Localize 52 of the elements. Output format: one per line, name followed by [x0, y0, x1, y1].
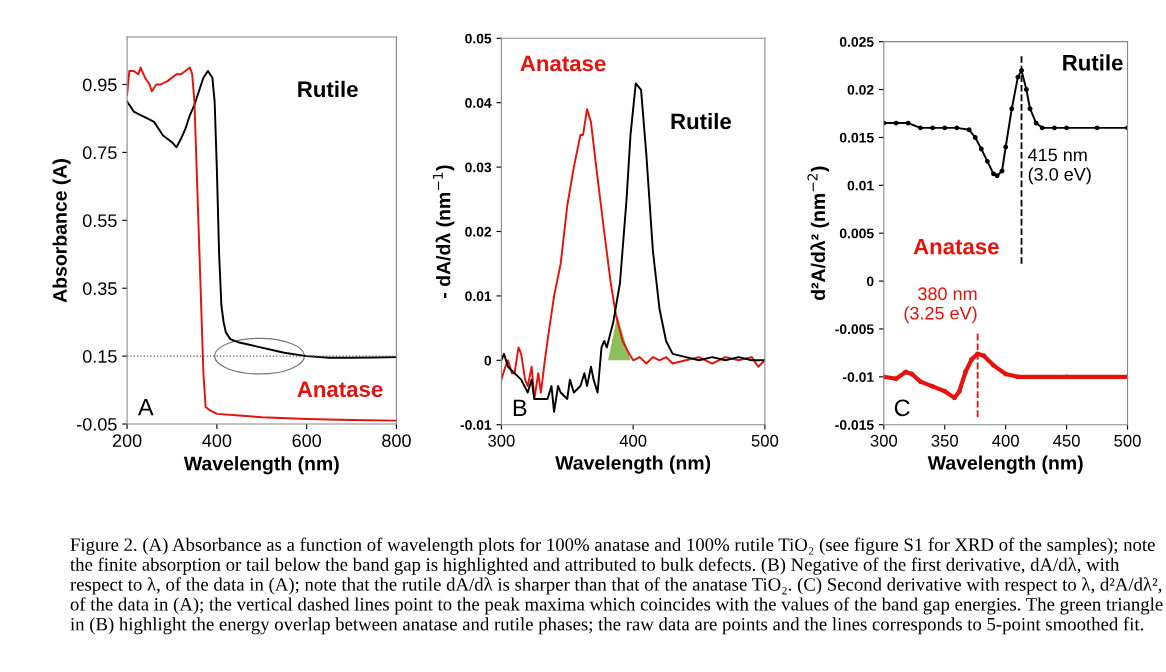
annotation: B — [513, 399, 527, 416]
x-axis-title: Wavelength (nm) — [555, 455, 711, 474]
y-tick-label: 0.01 — [847, 180, 874, 191]
y-tick-label: 0.05 — [465, 33, 492, 44]
x-tick-label: 400 — [619, 434, 647, 447]
y-tick-label: 0.03 — [465, 162, 492, 173]
y-tick-label: 0.55 — [82, 214, 117, 228]
y-tick-label: 0.95 — [82, 78, 117, 92]
x-tick-label: 450 — [1053, 434, 1080, 447]
ref-line-label: 380 nm (3.25 eV) — [904, 287, 977, 324]
x-tick-label: 800 — [382, 434, 411, 448]
y-tick-label: 0.04 — [465, 98, 492, 108]
y-tick-label: -0.01 — [460, 420, 492, 430]
series-label: Anatase — [297, 381, 383, 398]
x-tick-label: 350 — [931, 434, 958, 447]
y-tick-label: -0.01 — [842, 372, 874, 382]
y-tick-label: 0.01 — [465, 291, 492, 302]
x-tick-label: 500 — [751, 434, 779, 447]
annotation: A — [137, 399, 154, 416]
y-tick-label: 0.75 — [82, 146, 117, 160]
x-axis-title: Wavelength (nm) — [927, 455, 1083, 474]
y-tick-label: 0.02 — [847, 84, 874, 95]
x-tick-label: 300 — [488, 434, 515, 447]
text: Anatase — [913, 238, 999, 255]
y-tick-label: 0 — [484, 355, 492, 366]
annotation: C — [894, 399, 910, 417]
x-tick-label: 600 — [292, 434, 322, 448]
y-tick-label: -0.015 — [835, 420, 874, 430]
y-tick-label: 0 — [866, 276, 874, 287]
y-tick-label: 0.35 — [82, 282, 117, 295]
x-tick-label: 400 — [202, 434, 232, 448]
x-axis-title: Wavelength (nm) — [183, 456, 339, 475]
y-tick-label: -0.05 — [77, 417, 117, 431]
y-tick-label: 0.015 — [839, 132, 874, 143]
text: Rutile — [298, 80, 358, 98]
x-tick-label: 300 — [870, 434, 898, 447]
series-label: Anatase — [520, 55, 606, 72]
y-axis-title: d²A/dλ² (nm$^{−2}$) — [807, 166, 829, 301]
series-label: Rutile — [1063, 54, 1123, 71]
y-tick-label: 0.005 — [839, 228, 874, 239]
x-tick-label: 400 — [992, 434, 1019, 447]
x-tick-label: 500 — [1114, 434, 1141, 447]
x-tick-label: 200 — [112, 434, 142, 448]
y-tick-label: -0.005 — [835, 324, 874, 335]
series-label: Rutile — [671, 112, 731, 130]
ref-line-label: 415 nm (3.0 eV) — [1028, 148, 1091, 185]
y-tick-label: 0.15 — [82, 350, 117, 363]
y-axis-title: - dA/dλ (nm$^{−1}$) — [432, 165, 455, 298]
y-tick-label: 0.025 — [839, 37, 874, 47]
y-axis-title: Absorbance (A) — [52, 159, 71, 303]
y-tick-label: 0.02 — [465, 226, 492, 237]
caption: Figure 2. (A) Absorbance as a function of wavelength plots for 100% anatase and 100% rutile TiO₂ (see figure S1 for XRD of the samples); note the finite absorption or tail below the band gap is highlighted and attributed to bulk defects. (B) Negative of the first derivative, dA/dλ, with respect to λ, of the data in (A); note that the rutile dA/dλ is sharper than that of the anatase TiO₂. (C) Second derivative with respect to λ, d²A/dλ², of the data in (A); the vertical dashed lines point to the peak maxima which coincides with the values of the band gap energies. The green triangle in (B) highlight the energy overlap between anatase and rutile phases; the raw data are points and the lines corresponds to 5-point smoothed fit. — [70, 537, 1163, 635]
